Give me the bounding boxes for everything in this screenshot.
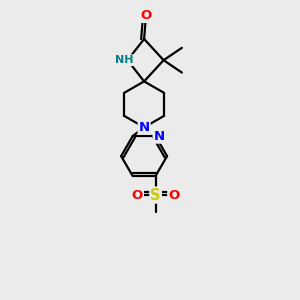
Text: O: O	[140, 9, 151, 22]
Text: NH: NH	[115, 55, 133, 65]
Text: O: O	[132, 188, 143, 202]
Text: N: N	[154, 130, 165, 143]
Text: N: N	[139, 121, 150, 134]
Text: S: S	[150, 188, 161, 202]
Text: O: O	[168, 188, 179, 202]
